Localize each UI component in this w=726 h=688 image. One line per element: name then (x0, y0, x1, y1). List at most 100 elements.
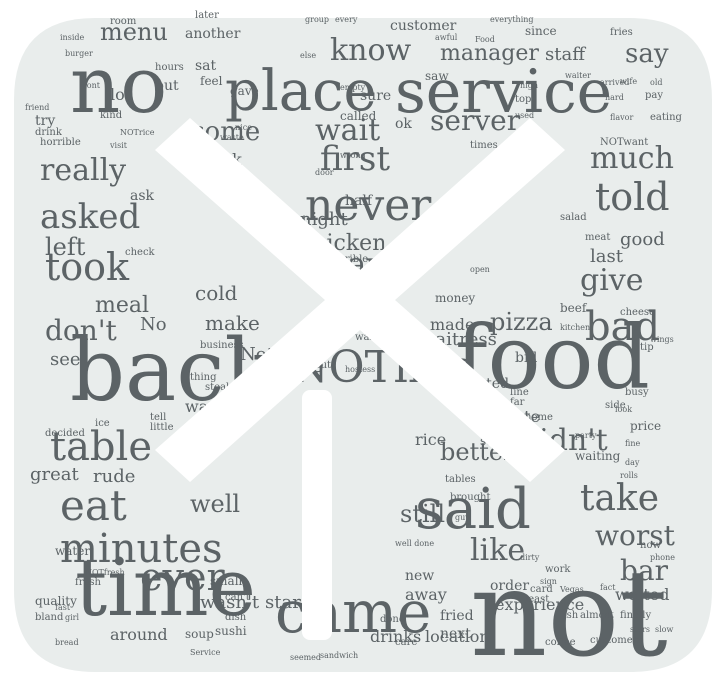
word-first: first (320, 139, 390, 179)
word-called: called (340, 109, 377, 123)
word-customers: customers (590, 635, 643, 646)
word-top: top (515, 94, 531, 105)
word-business: business (200, 340, 244, 351)
word-rice: rice (415, 430, 446, 449)
word-friend: friend (25, 103, 49, 112)
word-customer: customer (390, 18, 457, 34)
word-take: take (580, 478, 659, 519)
word-make: make (205, 311, 260, 335)
word-pay: pay (645, 90, 663, 101)
word-now: now (640, 540, 661, 551)
word-hard: hard (605, 93, 624, 102)
word-rude: rude (93, 466, 135, 487)
word-steak: steak (205, 382, 233, 393)
word-vegas: Vegas (559, 585, 584, 594)
word-not: not (470, 545, 668, 684)
word-try: try (35, 113, 55, 129)
word-eat: eat (60, 481, 127, 530)
word-another: another (185, 26, 241, 42)
word-kitchen: kitchen (560, 323, 590, 332)
word-fast: fast (55, 603, 71, 612)
word-well-done: well done (395, 539, 434, 548)
word-sandwich: sandwich (320, 651, 358, 660)
word-quality: quality (35, 594, 77, 608)
word-last: last (590, 246, 624, 267)
word-later: later (195, 10, 219, 21)
word-asked: asked (40, 197, 140, 237)
word-thing: thing (190, 372, 217, 383)
word-bad: bad (585, 304, 660, 350)
word-made: made (430, 315, 474, 334)
word-arrived: arrived (600, 78, 629, 87)
word-wasn-t: wasn't (200, 592, 260, 613)
word-see: see (50, 349, 81, 370)
word-sushi: sushi (215, 624, 247, 638)
word-half: half (345, 193, 374, 209)
word-don-t: don't (45, 314, 118, 347)
word-times: times (470, 140, 498, 151)
word-night: night (300, 209, 348, 230)
word-busy: busy (625, 387, 649, 398)
word-saw: saw (425, 69, 449, 83)
word-meal: meal (95, 293, 149, 318)
word-table: table (50, 424, 152, 470)
word-food: Food (475, 35, 495, 44)
word-coffee: coffee (545, 637, 576, 648)
word-service: service (395, 57, 612, 127)
word-wings: wings (650, 335, 674, 344)
word-good: good (620, 229, 665, 250)
word-sign: sign (540, 577, 557, 586)
word-day: day (625, 458, 640, 467)
word-brought: brought (450, 492, 491, 503)
word-star: star (265, 592, 301, 613)
word-next: next (440, 626, 471, 642)
word-awful: awful (435, 33, 458, 42)
word-cheese: cheese (620, 307, 655, 318)
word-came: came (275, 578, 431, 646)
cross-cutout (155, 118, 565, 640)
word-server: server (430, 104, 521, 137)
word-place: place (225, 59, 377, 124)
word-check: check (125, 247, 156, 258)
word-else: else (300, 51, 316, 60)
word-say: say (625, 39, 669, 69)
word-menu: menu (100, 18, 168, 46)
word-pizza: pizza (490, 308, 553, 336)
word-around: around (110, 625, 168, 644)
word-notrice: NOTrice (120, 128, 155, 137)
word-waiting: waiting (575, 449, 621, 463)
word-hours: hours (155, 62, 184, 73)
word-eating: eating (650, 112, 683, 123)
word-door: door (315, 168, 334, 177)
word-notwant: NOTwant (600, 137, 648, 148)
word-bland: bland (35, 612, 64, 623)
word-every: every (335, 15, 358, 24)
word-terrible: terrible (330, 254, 368, 265)
word-well: well (190, 490, 240, 518)
word-sat: sat (195, 58, 217, 74)
word-since: since (525, 24, 557, 38)
word-beef: beef (560, 301, 588, 315)
word-old: old (650, 78, 663, 87)
word-group: group (305, 15, 329, 24)
word-high: high (520, 81, 538, 90)
word-inside: inside (60, 33, 84, 42)
word-waste: waste (220, 133, 244, 142)
word-kind: kind (100, 110, 123, 121)
word-fish: fish (560, 610, 579, 621)
word-far: far (510, 397, 525, 408)
word-small: small (210, 574, 243, 588)
word-everything: everything (490, 15, 534, 24)
word-bar: bar (620, 554, 669, 587)
word-no: No (140, 314, 167, 335)
word-flavor: flavor (610, 113, 633, 122)
word-care: care (395, 637, 417, 648)
word-wrong: wrong (340, 151, 366, 160)
word-still: still (400, 500, 445, 528)
word-drinks: drinks (370, 627, 421, 646)
word-new: new (405, 568, 434, 584)
word-no: no (70, 41, 167, 131)
word-visit: visit (109, 141, 128, 150)
word-said: said (415, 477, 531, 542)
